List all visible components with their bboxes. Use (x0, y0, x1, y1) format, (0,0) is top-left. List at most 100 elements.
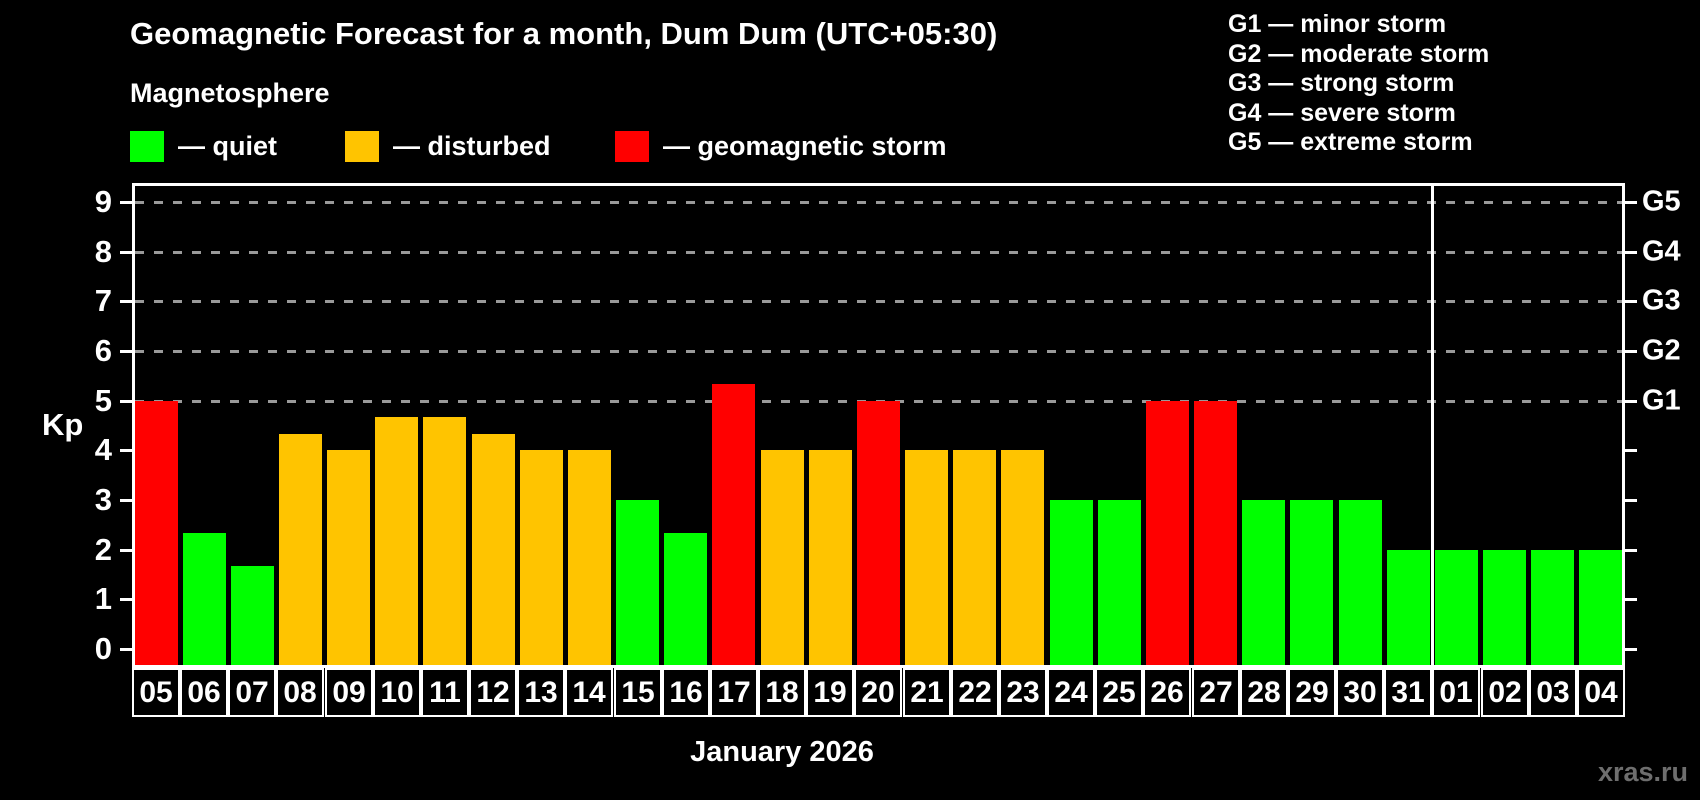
date-box: 09 (325, 668, 373, 717)
plot-frame (132, 183, 1625, 668)
y-tick-label: 3 (94, 482, 112, 517)
date-box: 04 (1577, 668, 1625, 717)
y-tick-left (120, 499, 132, 502)
date-box: 24 (1047, 668, 1095, 717)
kp-bar (1242, 500, 1285, 665)
kp-bar (1339, 500, 1382, 665)
y-tick-left (120, 648, 132, 651)
date-box: 26 (1143, 668, 1191, 717)
kp-bar (1579, 550, 1622, 665)
date-box: 25 (1095, 668, 1143, 717)
y-tick-right (1625, 400, 1637, 403)
kp-bar (375, 417, 418, 665)
y-tick-right (1625, 449, 1637, 452)
legend-swatch-disturbed (345, 131, 379, 162)
watermark: xras.ru (1597, 757, 1688, 787)
y-tick-right (1625, 648, 1637, 651)
y-tick-label: 7 (94, 283, 112, 318)
y-tick-right (1625, 201, 1637, 204)
y-tick-left (120, 549, 132, 552)
kp-bar (1435, 550, 1478, 665)
kp-bar (231, 566, 274, 665)
kp-bar (1001, 450, 1044, 665)
kp-bar (327, 450, 370, 665)
date-box: 15 (614, 668, 662, 717)
y-tick-left (120, 251, 132, 254)
kp-bar (905, 450, 948, 665)
legend-label-disturbed: — disturbed (393, 131, 551, 161)
date-box: 01 (1432, 668, 1480, 717)
date-box: 14 (565, 668, 613, 717)
g-scale-label-g5: G5 (1642, 185, 1681, 218)
chart-title: Geomagnetic Forecast for a month, Dum Du… (130, 16, 998, 51)
y-tick-label: 8 (94, 234, 112, 269)
legend-label-quiet: — quiet (178, 131, 277, 161)
date-box: 10 (373, 668, 421, 717)
date-box: 28 (1240, 668, 1288, 717)
legend-swatch-quiet (130, 131, 164, 162)
y-tick-label: 4 (94, 432, 112, 467)
date-box: 08 (276, 668, 324, 717)
legend-item-quiet: — quiet (130, 131, 277, 162)
kp-bar (664, 533, 707, 665)
kp-bar (809, 450, 852, 665)
y-tick-right (1625, 598, 1637, 601)
kp-bar (1194, 401, 1237, 665)
kp-bar (1290, 500, 1333, 665)
kp-bar (183, 533, 226, 665)
month-separator-line (1431, 183, 1434, 668)
kp-bar (857, 401, 900, 665)
g-scale-label-g1: G1 (1642, 384, 1681, 417)
kp-bar (520, 450, 563, 665)
kp-bar (135, 401, 178, 665)
y-tick-label: 1 (94, 581, 112, 616)
storm-scale-item-3: G3 — strong storm (1228, 69, 1455, 97)
y-tick-right (1625, 350, 1637, 353)
legend-item-storm: — geomagnetic storm (615, 131, 947, 162)
date-box: 20 (854, 668, 902, 717)
gridline-kp8 (135, 251, 1622, 254)
y-tick-left (120, 400, 132, 403)
month-label: January 2026 (690, 736, 874, 768)
storm-scale-item-1: G1 — minor storm (1228, 10, 1447, 38)
gridline-kp7 (135, 300, 1622, 303)
kp-bar (568, 450, 611, 665)
kp-bar (616, 500, 659, 665)
kp-bar (472, 434, 515, 665)
y-tick-right (1625, 300, 1637, 303)
date-box: 22 (951, 668, 999, 717)
storm-scale-item-4: G4 — severe storm (1228, 98, 1456, 127)
storm-scale-item-5: G5 — extreme storm (1228, 128, 1473, 156)
y-tick-label: 2 (94, 532, 112, 567)
y-axis-title: Kp (42, 407, 84, 442)
date-box: 07 (228, 668, 276, 717)
kp-bar (712, 384, 755, 665)
storm-scale-legend: G1 — minor storm G2 — moderate storm G3 — … (1228, 10, 1489, 158)
date-box: 21 (903, 668, 951, 717)
legend-label-storm: — geomagnetic storm (663, 131, 947, 161)
y-tick-label: 5 (94, 383, 112, 418)
date-box: 13 (517, 668, 565, 717)
g-scale-label-g2: G2 (1642, 334, 1681, 367)
g-scale-label-g3: G3 (1642, 284, 1681, 317)
date-box: 11 (421, 668, 469, 717)
y-tick-left (120, 300, 132, 303)
date-box: 06 (180, 668, 228, 717)
y-tick-left (120, 350, 132, 353)
date-box: 16 (662, 668, 710, 717)
y-tick-label: 0 (94, 631, 112, 666)
date-box: 30 (1336, 668, 1384, 717)
date-box: 29 (1288, 668, 1336, 717)
y-tick-left (120, 201, 132, 204)
date-box: 27 (1192, 668, 1240, 717)
kp-bar (1098, 500, 1141, 665)
date-box: 02 (1481, 668, 1529, 717)
date-box: 12 (469, 668, 517, 717)
legend-swatch-storm (615, 131, 649, 162)
date-box: 31 (1384, 668, 1432, 717)
date-box: 17 (710, 668, 758, 717)
y-tick-right (1625, 549, 1637, 552)
kp-bar (1387, 550, 1430, 665)
storm-scale-item-2: G2 — moderate storm (1228, 39, 1490, 68)
